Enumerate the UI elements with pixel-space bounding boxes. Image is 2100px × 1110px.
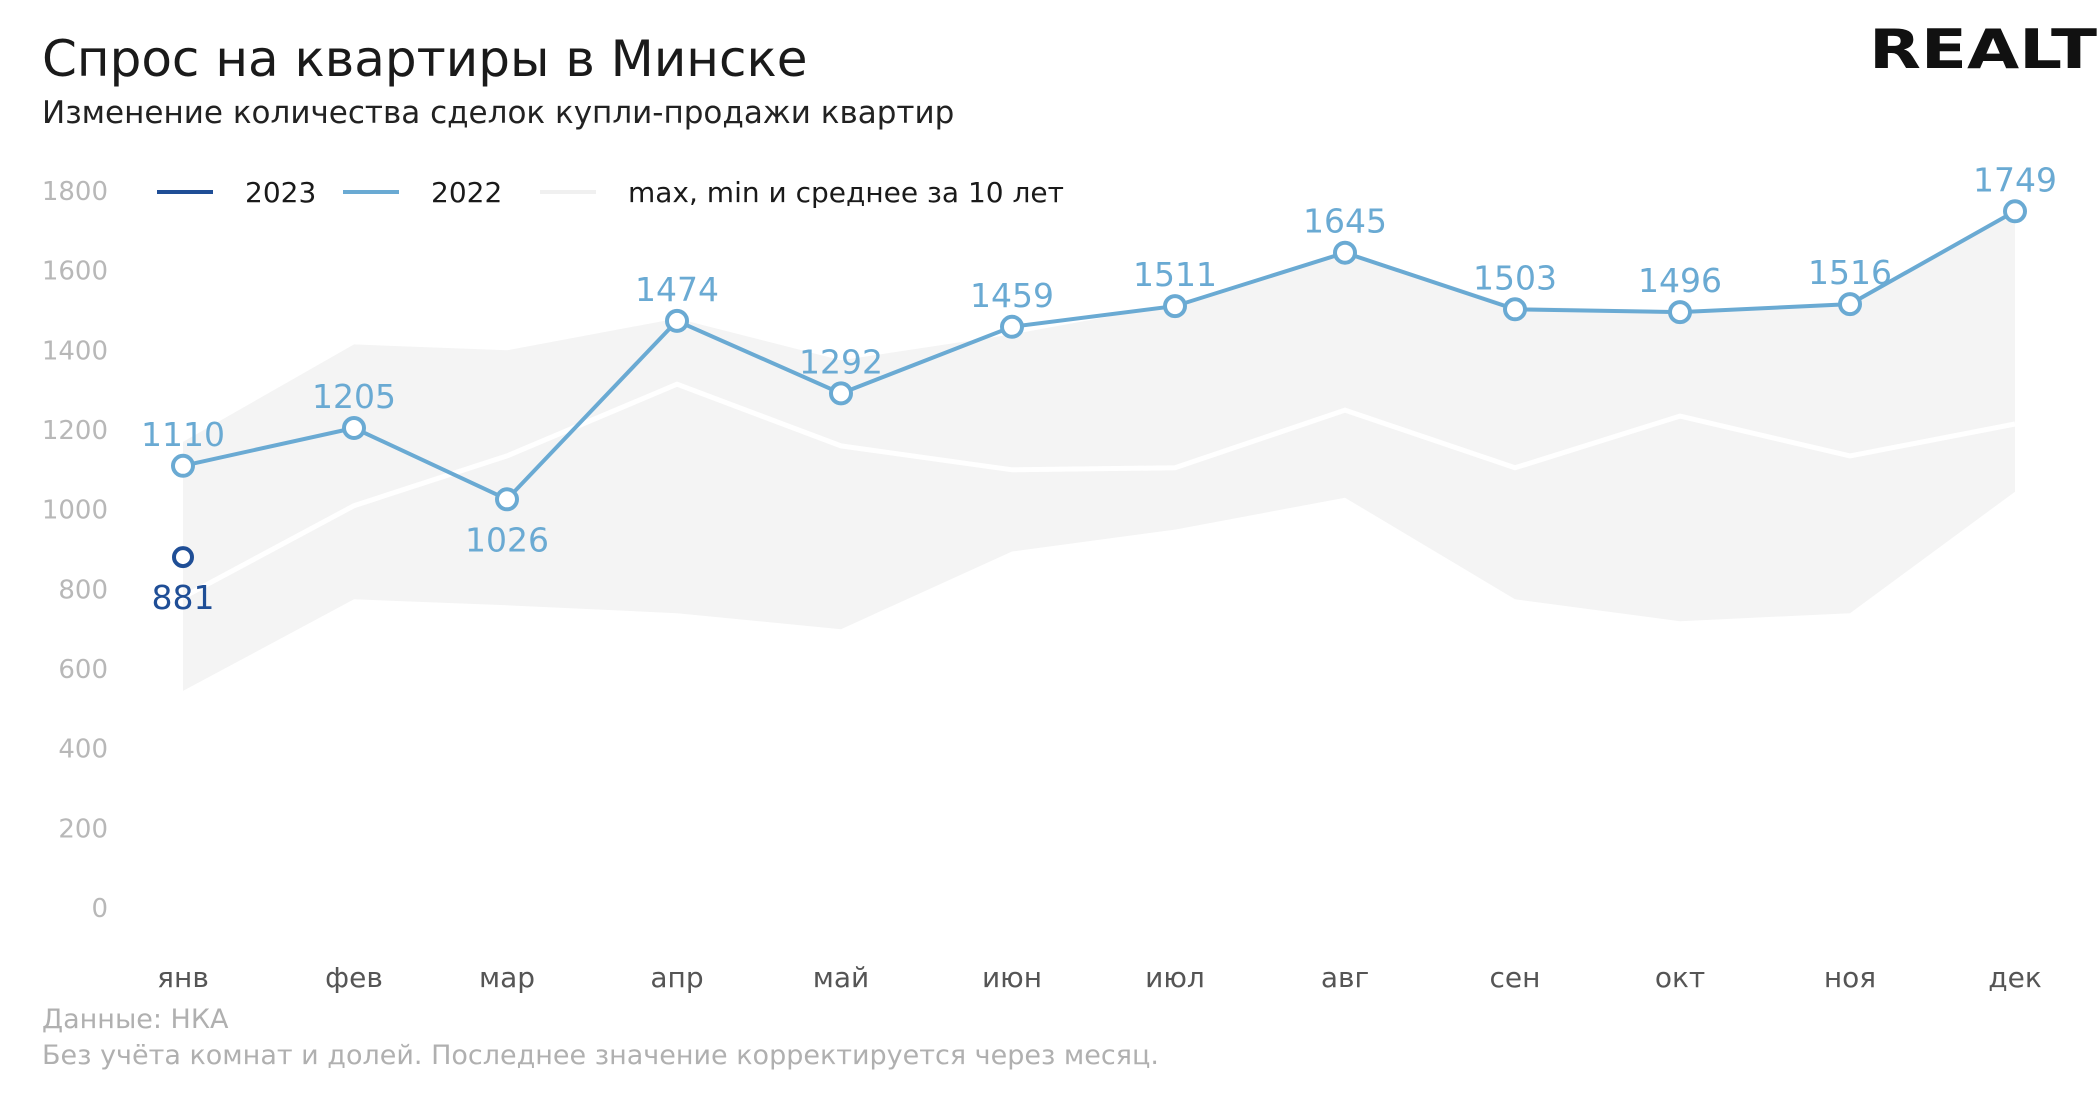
series-2022-value-label: 1026 [465,520,549,559]
y-tick-label: 200 [58,814,108,844]
y-tick-label: 1400 [42,336,108,366]
x-tick-label: фев [325,961,383,994]
x-tick-label: май [813,961,869,994]
data-source: Данные: НКА [42,1004,229,1035]
series-2022-point [342,416,366,440]
series-layer [171,199,2027,569]
series-2022-point [1000,314,1024,339]
x-tick-label: апр [650,961,703,994]
legend: 2023 2022 max, min и среднее за 10 лет [157,176,1064,209]
realt-logo: REALT [1869,18,2097,81]
series-2022-value-label: 1110 [141,415,225,454]
y-tick-label: 0 [91,894,108,924]
legend-item: 2022 [343,176,502,209]
x-tick-label: сен [1490,961,1541,994]
band-layer [181,210,2016,691]
x-tick-label: июл [1145,961,1205,994]
series-2022-point [1163,294,1187,319]
series-2022-value-label: 1474 [635,270,719,309]
series-2022-value-label: 1503 [1473,258,1557,297]
footnote: Без учёта комнат и долей. Последнее знач… [42,1040,1159,1071]
series-2022-point [1668,300,1692,325]
ten-year-average-line [181,381,2016,600]
x-tick-label: мар [479,961,535,994]
x-tick-label: окт [1655,961,1705,994]
x-tick-label: авг [1321,961,1369,994]
data-labels: 1110 1205 1026 1474 1292 1459 1511 1645 1503 1496… [141,160,2057,617]
y-tick-label: 600 [58,655,108,685]
series-2022-point [495,487,519,512]
y-tick-label: 1800 [42,177,108,207]
series-2022-point [829,381,853,406]
x-tick-label: июн [982,961,1042,994]
series-2022-point [1333,240,1357,265]
series-2022-value-label: 1496 [1638,261,1722,300]
legend-item: max, min и среднее за 10 лет [540,176,1064,209]
legend-label: 2023 [245,176,316,209]
series-2022-point [171,453,195,478]
realt-logo-text: REALT [1869,18,2097,81]
series-2022-value-label: 1292 [799,342,883,381]
series-2022-value-label: 1205 [312,377,396,416]
y-tick-label: 800 [58,575,108,605]
series-2023-value-label: 881 [152,578,215,617]
x-tick-label: ноя [1824,961,1876,994]
series-2022-line [182,209,2016,502]
chart-subtitle: Изменение количества сделок купли-продаж… [42,95,955,131]
series-2023-point [172,546,194,569]
x-tick-label: янв [157,961,209,994]
legend-item: 2023 [157,176,316,209]
chart-title: Спрос на квартиры в Минске [42,30,808,88]
series-2022-point [665,308,689,333]
legend-label: max, min и среднее за 10 лет [628,176,1064,209]
series-2022-value-label: 1516 [1808,253,1892,292]
y-tick-label: 1000 [42,496,108,526]
series-2022-value-label: 1749 [1973,160,2057,199]
y-tick-label: 1600 [42,257,108,287]
legend-label: 2022 [431,176,502,209]
series-2022-value-label: 1459 [970,276,1054,315]
range-band-area [183,210,2015,691]
chart-area: 0 200 400 600 800 1000 1200 1400 1600 1800 янв фев… [42,160,2057,994]
series-2022-point [2003,199,2027,224]
series-2022-value-label: 1511 [1133,255,1217,294]
y-axis: 0 200 400 600 800 1000 1200 1400 1600 1800 [42,177,108,924]
series-2022-point [1503,297,1527,322]
y-tick-label: 1200 [42,416,108,446]
x-axis: янв фев мар апр май июн июл авг сен окт ноя дек [157,961,2042,994]
series-2022-value-label: 1645 [1303,202,1387,241]
series-2022-point [1838,292,1862,317]
x-tick-label: дек [1988,961,2042,994]
y-tick-label: 400 [58,735,108,765]
